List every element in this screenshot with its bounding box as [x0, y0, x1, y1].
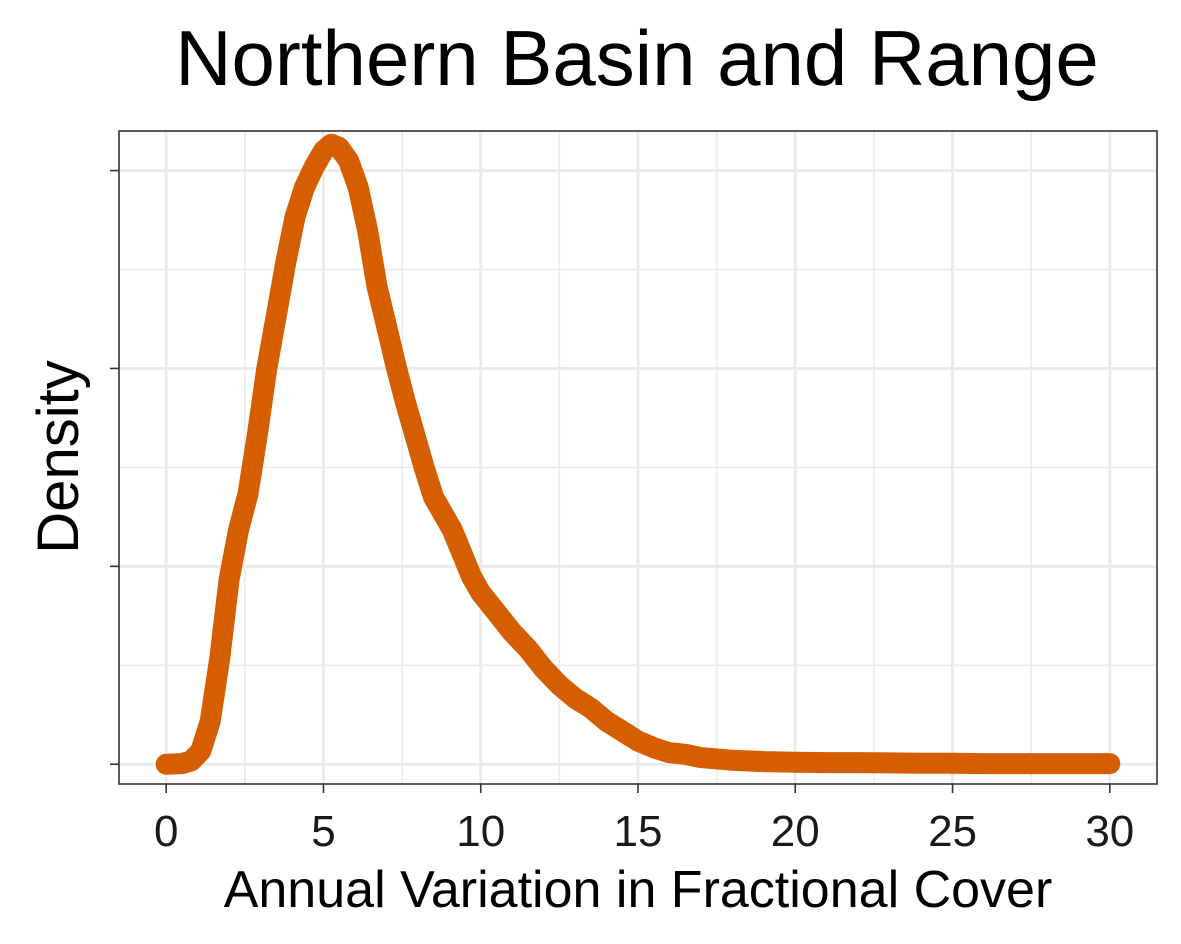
- x-axis: 0 5 10 15 20 25 30: [154, 784, 1134, 856]
- x-axis-label: Annual Variation in Fractional Cover: [224, 861, 1053, 919]
- x-tick-label: 15: [614, 807, 663, 856]
- x-tick-label: 10: [456, 807, 505, 856]
- x-tick-label: 20: [771, 807, 820, 856]
- x-tick-label: 0: [154, 807, 178, 856]
- y-axis-label: Density: [26, 360, 91, 553]
- x-tick-label: 5: [311, 807, 335, 856]
- density-curve: [155, 133, 1121, 775]
- chart-title: Northern Basin and Range: [175, 14, 1099, 102]
- x-tick-label: 30: [1085, 807, 1134, 856]
- x-tick-label: 25: [928, 807, 977, 856]
- series-layer: [155, 133, 1121, 775]
- y-axis: [110, 169, 119, 766]
